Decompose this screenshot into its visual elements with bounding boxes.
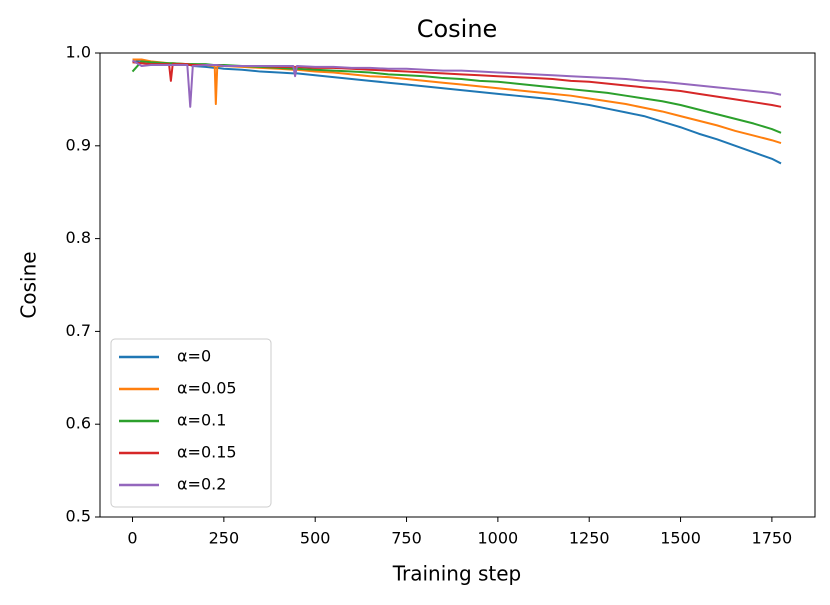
x-tick-label: 1000 (478, 529, 519, 548)
y-tick-label: 0.9 (66, 135, 91, 154)
x-tick-label: 250 (209, 529, 240, 548)
legend-label: α=0 (177, 347, 211, 366)
plot-frame (99, 52, 816, 518)
x-tick-label: 750 (391, 529, 422, 548)
y-tick-label: 0.7 (66, 321, 91, 340)
y-tick-label: 0.6 (66, 414, 91, 433)
x-tick-label: 1750 (752, 529, 793, 548)
y-tick-label: 1.0 (66, 43, 91, 62)
x-tick-label: 1500 (660, 529, 701, 548)
series-line (132, 58, 782, 144)
series-line (131, 59, 782, 108)
chart-title: Cosine (417, 15, 498, 43)
x-tick-label: 1250 (569, 529, 610, 548)
y-tick-label: 0.8 (66, 228, 91, 247)
y-axis-label: Cosine (17, 251, 41, 318)
legend-label: α=0.2 (177, 475, 226, 494)
legend-box (110, 338, 272, 508)
x-axis-label: Training step (392, 562, 522, 586)
series-line (132, 59, 782, 165)
x-tick-label: 500 (300, 529, 331, 548)
legend-label: α=0.05 (177, 379, 237, 398)
legend-label: α=0.15 (177, 443, 237, 462)
x-tick-label: 0 (127, 529, 137, 548)
legend-label: α=0.1 (177, 411, 226, 430)
series-line (131, 60, 782, 134)
series-line (132, 61, 782, 108)
y-tick-label: 0.5 (66, 507, 91, 526)
